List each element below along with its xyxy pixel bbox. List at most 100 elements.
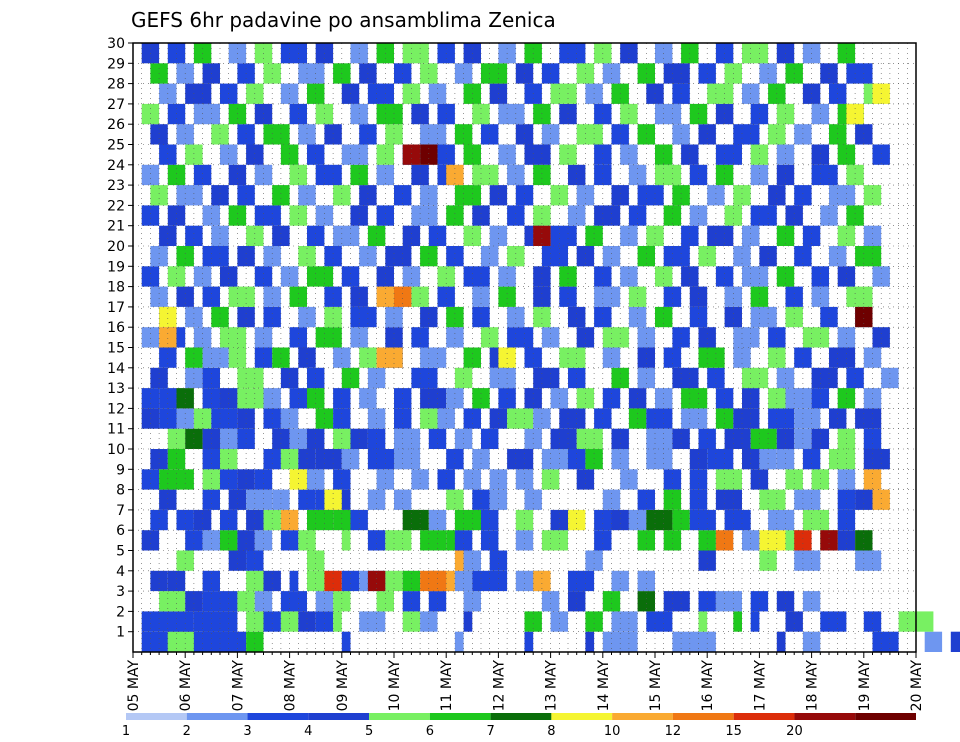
heatmap-cell xyxy=(594,306,612,328)
heatmap-cell xyxy=(785,388,812,409)
heatmap-cell xyxy=(637,591,655,612)
y-tick-label: 2 xyxy=(116,604,125,620)
heatmap-cell xyxy=(385,327,403,348)
heatmap-cell xyxy=(594,266,612,287)
heatmap-cell-highlight xyxy=(159,306,177,328)
heatmap-cell xyxy=(681,408,708,429)
heatmap-cell xyxy=(794,246,812,267)
heatmap-cell xyxy=(672,185,690,206)
heatmap-cell xyxy=(863,185,882,206)
heatmap-cell xyxy=(211,408,238,429)
heatmap-cell xyxy=(350,205,368,226)
heatmap-cell xyxy=(254,327,273,348)
heatmap-cell xyxy=(689,205,708,226)
heatmap-cell xyxy=(611,185,629,206)
heatmap-cell xyxy=(524,631,534,652)
heatmap-cell-highlight xyxy=(428,570,447,592)
heatmap-cell xyxy=(428,509,447,531)
color-legend: 1 2 3 4 5 6 7 8 10 12 15 20 xyxy=(122,713,916,739)
heatmap-cell xyxy=(315,164,342,186)
heatmap-cell xyxy=(768,327,786,348)
heatmap-cell xyxy=(872,266,890,287)
heatmap-cell xyxy=(159,469,177,490)
heatmap-cell xyxy=(481,63,508,84)
heatmap-cell xyxy=(394,185,412,206)
heatmap-cell xyxy=(724,428,751,449)
heatmap-cell xyxy=(237,306,255,328)
heatmap-cell xyxy=(307,550,325,571)
heatmap-cell xyxy=(350,164,368,186)
heatmap-cell xyxy=(785,611,803,632)
heatmap-cell xyxy=(185,530,203,551)
heatmap-cell xyxy=(568,205,586,226)
heatmap-cell xyxy=(802,327,829,348)
heatmap-cell xyxy=(437,286,455,307)
heatmap-cell xyxy=(776,367,795,389)
heatmap-cell xyxy=(594,530,612,551)
heatmap-cell xyxy=(420,246,438,267)
heatmap-cell xyxy=(254,164,273,186)
heatmap-cell xyxy=(846,367,864,389)
heatmap-cell xyxy=(246,144,264,165)
heatmap-cell xyxy=(280,530,299,551)
heatmap-cell xyxy=(568,570,595,592)
heatmap-cell xyxy=(472,489,490,510)
heatmap-cell xyxy=(698,550,716,571)
heatmap-cell xyxy=(811,164,838,186)
legend-label: 3 xyxy=(243,724,251,739)
heatmap-cell xyxy=(715,266,734,287)
heatmap-cell xyxy=(350,327,368,348)
heatmap-cell xyxy=(394,428,421,449)
heatmap-cell xyxy=(594,164,612,186)
y-tick-label: 11 xyxy=(107,422,125,438)
heatmap-cell xyxy=(289,286,307,307)
heatmap-cell xyxy=(446,246,464,267)
heatmap-cell-highlight xyxy=(376,286,394,307)
heatmap-cell-highlight xyxy=(376,347,403,368)
x-tick-label: 09 MAY xyxy=(335,660,351,712)
heatmap-cell xyxy=(411,327,429,348)
heatmap-cell xyxy=(298,530,316,551)
heatmap-cell xyxy=(742,225,760,246)
heatmap-cell xyxy=(254,591,273,612)
heatmap-cell xyxy=(150,246,168,267)
heatmap-cell xyxy=(481,327,499,348)
heatmap-cell xyxy=(159,225,177,246)
heatmap-cell xyxy=(776,164,795,186)
heatmap-cell xyxy=(420,124,447,145)
heatmap-cell xyxy=(637,489,655,510)
y-axis-ticks: 1234567891011121314151617181920212223242… xyxy=(107,36,133,641)
heatmap-cell xyxy=(715,144,742,165)
x-tick-label: 18 MAY xyxy=(805,660,821,712)
heatmap-cell xyxy=(855,124,873,145)
heatmap-cell xyxy=(280,43,307,64)
heatmap-cell xyxy=(524,489,542,510)
heatmap-cell xyxy=(750,306,777,328)
heatmap-cell xyxy=(733,185,751,206)
heatmap-cell xyxy=(863,449,890,470)
heatmap-cell xyxy=(785,286,803,307)
heatmap-cell xyxy=(307,570,325,592)
heatmap-cell xyxy=(228,347,247,368)
heatmap-cell xyxy=(550,428,577,449)
heatmap-cell xyxy=(829,246,847,267)
x-tick-label: 14 MAY xyxy=(596,660,612,712)
heatmap-cell xyxy=(776,449,795,470)
heatmap-cell xyxy=(620,103,638,125)
heatmap-cell xyxy=(776,631,786,652)
heatmap-cell xyxy=(411,205,438,226)
heatmap-cell xyxy=(385,306,403,328)
heatmap-cell xyxy=(776,103,795,125)
y-tick-label: 3 xyxy=(116,584,125,600)
heatmap-cell xyxy=(472,570,508,592)
heatmap-cell xyxy=(446,306,464,328)
heatmap-cell xyxy=(280,144,299,165)
heatmap-cell xyxy=(150,570,168,592)
heatmap-cell xyxy=(411,286,429,307)
x-tick-label: 16 MAY xyxy=(700,660,716,712)
heatmap-cell xyxy=(359,185,377,206)
heatmap-cell xyxy=(768,408,795,429)
heatmap-cell xyxy=(454,631,464,652)
heatmap-cell xyxy=(237,246,255,267)
heatmap-cell xyxy=(602,631,638,652)
